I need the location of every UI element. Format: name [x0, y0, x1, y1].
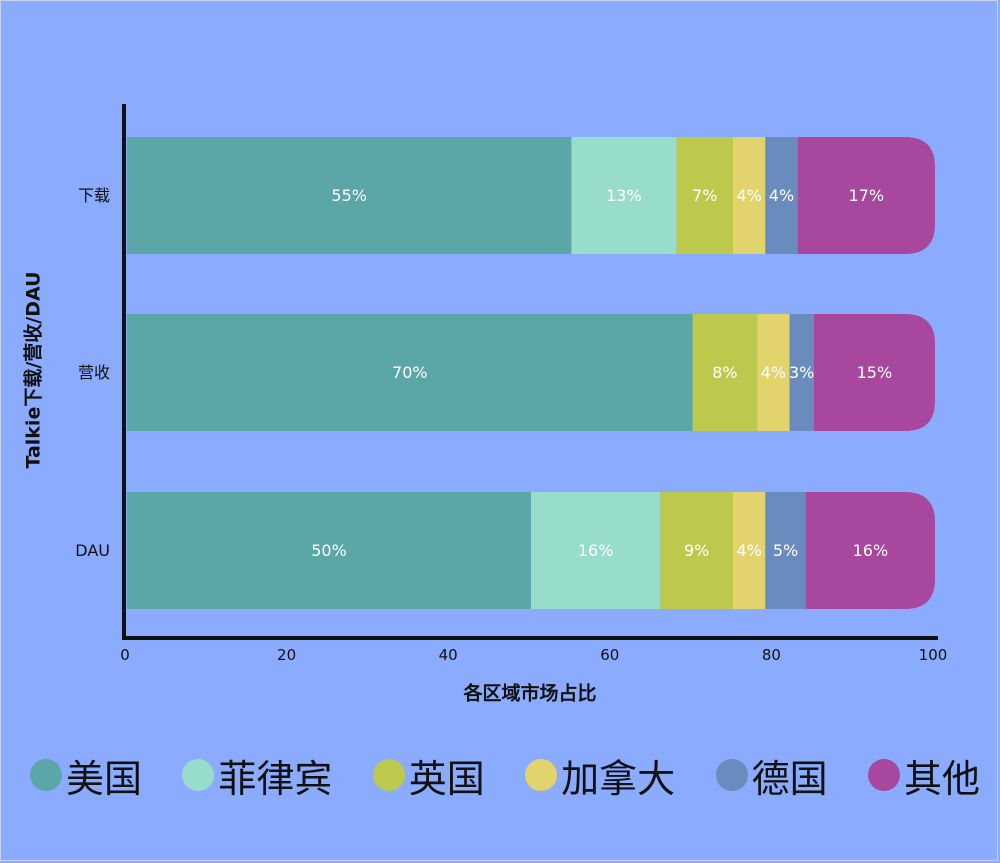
bar-segment	[127, 137, 572, 254]
legend-swatch	[715, 759, 748, 791]
category-label: 下载	[78, 186, 110, 205]
legend-item: 德国	[715, 748, 828, 803]
bar-row-1	[127, 314, 935, 431]
legend-item: 其他	[867, 748, 980, 803]
data-label: 16%	[853, 541, 889, 560]
x-tick-label: 100	[919, 646, 948, 664]
bar-segment	[757, 314, 790, 431]
legend-swatch	[525, 759, 558, 791]
bar-segment	[531, 492, 661, 609]
data-label: 7%	[692, 186, 717, 205]
stacked-bar-chart: 55% 13% 7% 4% 4% 17%70% 8% 4% 3% 15%50% 16% 9% 4% 5% 1…	[75, 104, 947, 664]
x-tick-labels: 0 20 40 60 80 100	[120, 646, 947, 664]
bar-row-2	[127, 492, 935, 609]
bar-segment	[765, 492, 806, 609]
x-tick-label: 0	[120, 646, 130, 664]
legend-item: 加拿大	[525, 748, 675, 803]
legend: 美国 菲律宾 英国 加拿大 德国 其他	[30, 748, 980, 802]
x-axis-title: 各区域市场占比	[463, 682, 597, 705]
bar-row-0	[127, 137, 935, 254]
legend-swatch	[867, 759, 900, 791]
y-axis-title: Talkie下载/营收/DAU	[22, 271, 45, 469]
legend-swatch	[182, 759, 215, 791]
data-label: 13%	[606, 186, 642, 205]
bar-segment	[571, 137, 677, 254]
bars-layer: 55% 13% 7% 4% 4% 17%70% 8% 4% 3% 15%50% 16% 9% 4% 5% 1…	[127, 137, 935, 609]
category-label: 营收	[78, 363, 110, 382]
x-tick-label: 40	[439, 646, 458, 664]
data-label: 4%	[761, 363, 786, 382]
data-label: 50%	[311, 541, 347, 560]
legend-label: 加拿大	[561, 756, 676, 801]
bar-segment	[733, 137, 766, 254]
data-label: 3%	[789, 363, 814, 382]
legend-item: 菲律宾	[182, 748, 332, 803]
bar-segment	[127, 492, 531, 609]
bar-segment	[813, 314, 935, 431]
legend-swatch	[372, 759, 405, 791]
bar-segment	[733, 492, 766, 609]
data-label: 8%	[712, 363, 737, 382]
data-label: 16%	[578, 541, 614, 560]
legend-item: 美国	[30, 748, 142, 803]
legend-label: 其他	[903, 756, 980, 801]
data-label: 5%	[773, 541, 798, 560]
bar-segment	[676, 137, 733, 254]
data-label: 17%	[849, 186, 885, 205]
category-label: DAU	[75, 541, 110, 560]
legend-label: 美国	[66, 756, 143, 801]
x-tick-label: 60	[600, 646, 619, 664]
bar-segment	[805, 492, 935, 609]
data-label: 55%	[331, 186, 367, 205]
bar-segment	[127, 314, 693, 431]
data-label: 4%	[736, 541, 761, 560]
bar-segment	[797, 137, 935, 254]
bar-segment	[765, 137, 798, 254]
legend-label: 英国	[408, 756, 485, 801]
bar-segment	[789, 314, 814, 431]
legend-swatch	[30, 759, 62, 791]
data-label: 15%	[857, 363, 893, 382]
x-tick-label: 80	[762, 646, 781, 664]
data-label: 9%	[684, 541, 709, 560]
bar-segment	[660, 492, 733, 609]
legend-label: 德国	[751, 756, 828, 801]
x-tick-label: 20	[277, 646, 296, 664]
data-label: 70%	[392, 363, 428, 382]
bar-segment	[692, 314, 758, 431]
data-label: 4%	[736, 186, 761, 205]
legend-item: 英国	[372, 748, 485, 803]
legend-label: 菲律宾	[218, 756, 333, 801]
data-label: 4%	[769, 186, 794, 205]
